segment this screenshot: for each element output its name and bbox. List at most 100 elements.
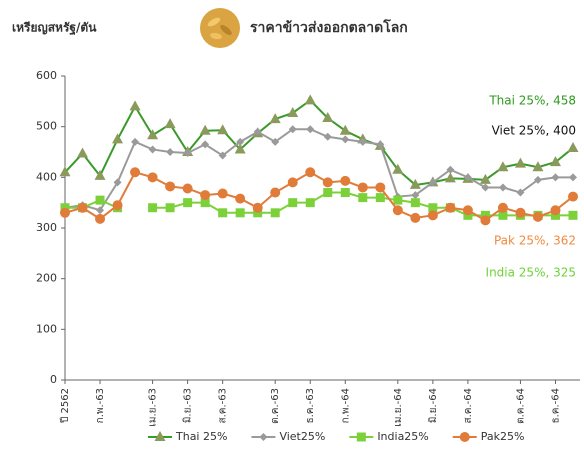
y-tick-label: 200 (36, 272, 57, 285)
point (253, 127, 262, 136)
point (288, 125, 297, 134)
point (147, 172, 158, 183)
point (77, 147, 89, 158)
point (95, 195, 105, 205)
point (235, 193, 246, 204)
y-tick-label: 300 (36, 221, 57, 234)
point (60, 203, 70, 213)
point (323, 188, 333, 198)
point (428, 203, 438, 213)
point (148, 203, 158, 213)
point (131, 137, 140, 146)
y-tick-label: 400 (36, 170, 57, 183)
x-tick-label: ส.ค.-64 (463, 388, 474, 423)
rice-icon (200, 8, 240, 48)
point (515, 207, 526, 218)
point (94, 169, 106, 180)
point (234, 143, 246, 154)
x-tick-label: มิ.ย.-63 (183, 388, 194, 423)
x-tick-label: ต.ค.-64 (515, 388, 526, 424)
point (130, 167, 141, 178)
point (288, 198, 298, 208)
legend-marker (154, 431, 166, 441)
y-tick-label: 600 (36, 69, 57, 82)
x-tick-label: ต.ค.-63 (270, 388, 281, 424)
point (569, 173, 577, 182)
point (217, 124, 229, 135)
point (532, 161, 544, 172)
point (164, 118, 176, 129)
point (306, 125, 315, 134)
point (112, 133, 124, 144)
point (375, 182, 386, 193)
legend-label: Pak25% (481, 430, 525, 443)
point (322, 177, 333, 188)
point (270, 208, 280, 218)
point (410, 198, 420, 208)
point (462, 205, 473, 216)
point (568, 191, 578, 202)
point (236, 137, 245, 146)
point (463, 173, 472, 182)
legend-label: Viet25% (279, 430, 325, 443)
annotation: Thai 25%, 458 (488, 94, 576, 108)
point (393, 195, 403, 205)
point (235, 208, 245, 218)
point (498, 183, 507, 192)
y-tick-label: 100 (36, 322, 57, 335)
point (427, 210, 438, 221)
point (339, 124, 351, 135)
point (551, 173, 560, 182)
legend-label: Thai 25% (175, 430, 227, 443)
legend-marker (356, 432, 366, 442)
point (480, 215, 491, 226)
point (59, 166, 71, 177)
y-tick-label: 0 (50, 373, 57, 386)
point (148, 145, 157, 154)
point (269, 113, 281, 124)
point (217, 188, 228, 199)
point (428, 178, 437, 187)
point (357, 182, 368, 193)
point (147, 129, 159, 140)
point (77, 202, 88, 213)
point (568, 210, 578, 220)
point (341, 135, 350, 144)
point (479, 173, 491, 184)
x-tick-label: เม.ย.-63 (148, 388, 159, 427)
legend-marker (259, 433, 268, 441)
point (376, 140, 385, 149)
legend-label: India25% (377, 430, 428, 443)
point (165, 181, 176, 192)
x-tick-label: ปี 2562 (59, 388, 71, 424)
point (287, 177, 298, 188)
annotation: Pak 25%, 362 (494, 234, 576, 248)
x-tick-label: ก.พ.-64 (340, 388, 351, 423)
series-line (64, 99, 574, 186)
point (445, 202, 456, 213)
point (112, 200, 123, 211)
point (166, 148, 175, 156)
point (183, 198, 193, 208)
point (549, 156, 561, 167)
point (514, 157, 526, 168)
point (201, 140, 210, 149)
annotation: Viet 25%, 400 (492, 124, 576, 138)
point (183, 149, 192, 158)
x-tick-label: ส.ค.-63 (218, 388, 229, 423)
point (533, 175, 542, 184)
point (550, 205, 561, 216)
point (444, 172, 456, 183)
point (498, 210, 508, 220)
point (304, 94, 316, 105)
point (340, 175, 351, 186)
x-tick-label: เม.ย.-64 (393, 388, 404, 427)
point (550, 210, 560, 220)
point (446, 165, 455, 174)
point (497, 202, 508, 213)
point (480, 210, 490, 220)
legend-marker (459, 432, 470, 442)
point (129, 100, 141, 111)
chart-title: ราคาข้าวส่งออกตลาดโลก (250, 18, 408, 36)
point (305, 167, 316, 178)
